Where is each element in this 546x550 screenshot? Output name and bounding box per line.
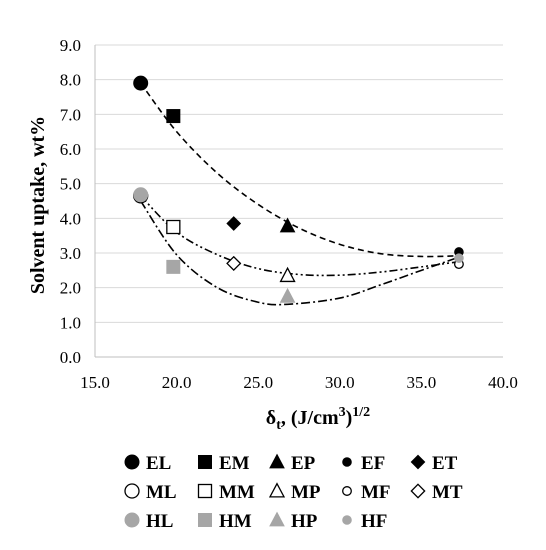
- legend-label-MT: MT: [432, 482, 463, 503]
- legend-marker-EM: [198, 455, 212, 469]
- trendline-M: [140, 195, 460, 277]
- x-tick-label-5: 40.0: [488, 373, 518, 392]
- point-EM-0: [166, 109, 181, 124]
- y-tick-label-5: 5.0: [60, 175, 81, 194]
- legend-label-HL: HL: [146, 511, 173, 532]
- x-tick-label-0: 15.0: [80, 373, 110, 392]
- legend-label-HP: HP: [291, 511, 318, 532]
- point-EL-0: [133, 75, 149, 91]
- y-tick-label-2: 2.0: [60, 279, 81, 298]
- x-axis-title-sup1: 3: [339, 405, 346, 420]
- legend-marker-ET: [410, 454, 426, 470]
- x-axis-title-sup2: 1/2: [352, 405, 370, 420]
- legend-label-EM: EM: [219, 453, 250, 474]
- y-tick-label-1: 1.0: [60, 313, 81, 332]
- legend-label-MM: MM: [219, 482, 255, 503]
- legend-marker-MP: [268, 482, 286, 498]
- y-tick-labels: 0.0 1.0 2.0 3.0 4.0 5.0 6.0 7.0 8.0 9.0: [60, 36, 81, 367]
- legend-label-EL: EL: [146, 453, 171, 474]
- y-axis-title: Solvent uptake, wt%: [27, 116, 49, 294]
- x-axis-title-delta: δ: [266, 407, 276, 429]
- legend-marker-HL: [124, 512, 140, 528]
- point-EP-0: [279, 217, 296, 233]
- point-MM-0: [166, 219, 181, 235]
- x-tick-labels: 15.0 20.0 25.0 30.0 35.0 40.0: [80, 373, 518, 392]
- legend-label-EP: EP: [291, 453, 316, 474]
- point-MT-0: [226, 255, 242, 271]
- legend-marker-HF: [342, 515, 352, 525]
- legend-label-MF: MF: [361, 482, 391, 503]
- y-tick-label-7: 7.0: [60, 105, 81, 124]
- legend-marker-EP: [269, 453, 285, 469]
- point-HF-0: [454, 253, 464, 264]
- legend-label-EF: EF: [361, 453, 385, 474]
- y-tick-label-0: 0.0: [60, 348, 81, 367]
- trendline-H: [140, 200, 460, 306]
- x-axis-title-subscript: t: [276, 418, 281, 433]
- legend-marker-ML: [124, 483, 140, 499]
- x-tick-label-3: 30.0: [325, 373, 355, 392]
- gridlines: [95, 44, 503, 323]
- legend-label-MP: MP: [291, 482, 321, 503]
- point-HM-0: [166, 259, 181, 274]
- x-axis-title-close: ): [346, 407, 353, 429]
- legend-label-HM: HM: [219, 511, 252, 532]
- trendline-E: [140, 82, 459, 258]
- legend-label-ML: ML: [146, 482, 177, 503]
- x-tick-label-2: 25.0: [243, 373, 273, 392]
- legend: EL EM EP EF ET ML MM MP MF MT HL HM HP HF: [124, 453, 463, 532]
- y-tick-label-3: 3.0: [60, 244, 81, 263]
- y-tick-label-9: 9.0: [60, 36, 81, 55]
- y-tick-label-6: 6.0: [60, 140, 81, 159]
- data-points: [133, 75, 464, 303]
- legend-marker-MF: [342, 486, 352, 496]
- legend-marker-HP: [269, 511, 285, 527]
- legend-marker-MM: [197, 483, 213, 499]
- legend-marker-MT: [410, 483, 426, 499]
- x-tick-label-4: 35.0: [407, 373, 437, 392]
- legend-label-ET: ET: [432, 453, 458, 474]
- axes: [94, 45, 503, 358]
- y-tick-label-8: 8.0: [60, 71, 81, 90]
- x-tick-label-1: 20.0: [162, 373, 192, 392]
- legend-marker-EL: [124, 454, 140, 470]
- y-tick-label-4: 4.0: [60, 209, 81, 228]
- x-axis-title: δt, (J/cm3)1/2: [266, 405, 370, 433]
- x-axis-title-mid: , (J/cm: [281, 407, 339, 429]
- legend-marker-EF: [342, 457, 352, 467]
- point-HL-0: [133, 187, 149, 203]
- trendlines: [140, 82, 460, 306]
- point-ET-0: [226, 216, 242, 231]
- point-HP-0: [279, 287, 296, 303]
- legend-marker-HM: [198, 513, 212, 527]
- point-MP-0: [279, 266, 296, 283]
- legend-label-HF: HF: [361, 511, 387, 532]
